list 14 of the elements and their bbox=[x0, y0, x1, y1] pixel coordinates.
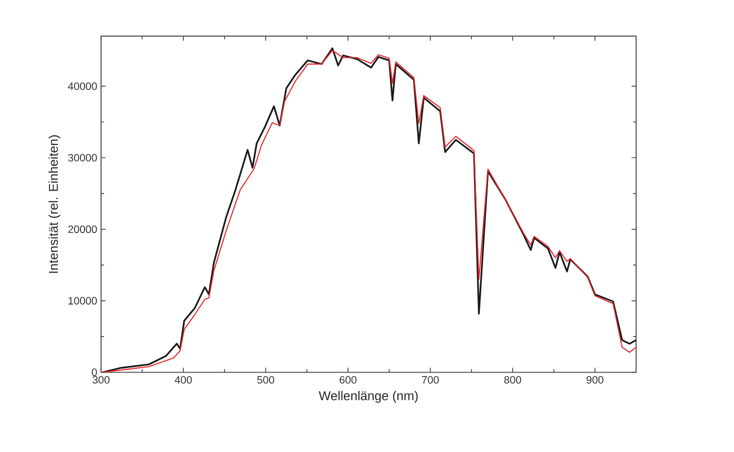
x-axis-title: Wellenlänge (nm) bbox=[318, 390, 418, 403]
y-axis-title: Intensität (rel. Einheiten) bbox=[48, 135, 60, 273]
y-tick-label: 40000 bbox=[68, 82, 97, 90]
x-tick-label: 400 bbox=[174, 376, 192, 384]
x-tick-label: 700 bbox=[422, 376, 439, 384]
x-tick-label: 800 bbox=[504, 376, 522, 384]
x-tick-label: 300 bbox=[92, 376, 110, 384]
y-tick-label: 30000 bbox=[68, 154, 97, 162]
x-tick-label: 500 bbox=[257, 376, 274, 384]
y-tick-label: 20000 bbox=[68, 225, 97, 233]
y-tick-label: 0 bbox=[92, 368, 97, 376]
x-tick-label: 900 bbox=[586, 376, 604, 384]
y-tick-label: 10000 bbox=[68, 296, 97, 305]
x-tick-label: 600 bbox=[340, 376, 356, 384]
